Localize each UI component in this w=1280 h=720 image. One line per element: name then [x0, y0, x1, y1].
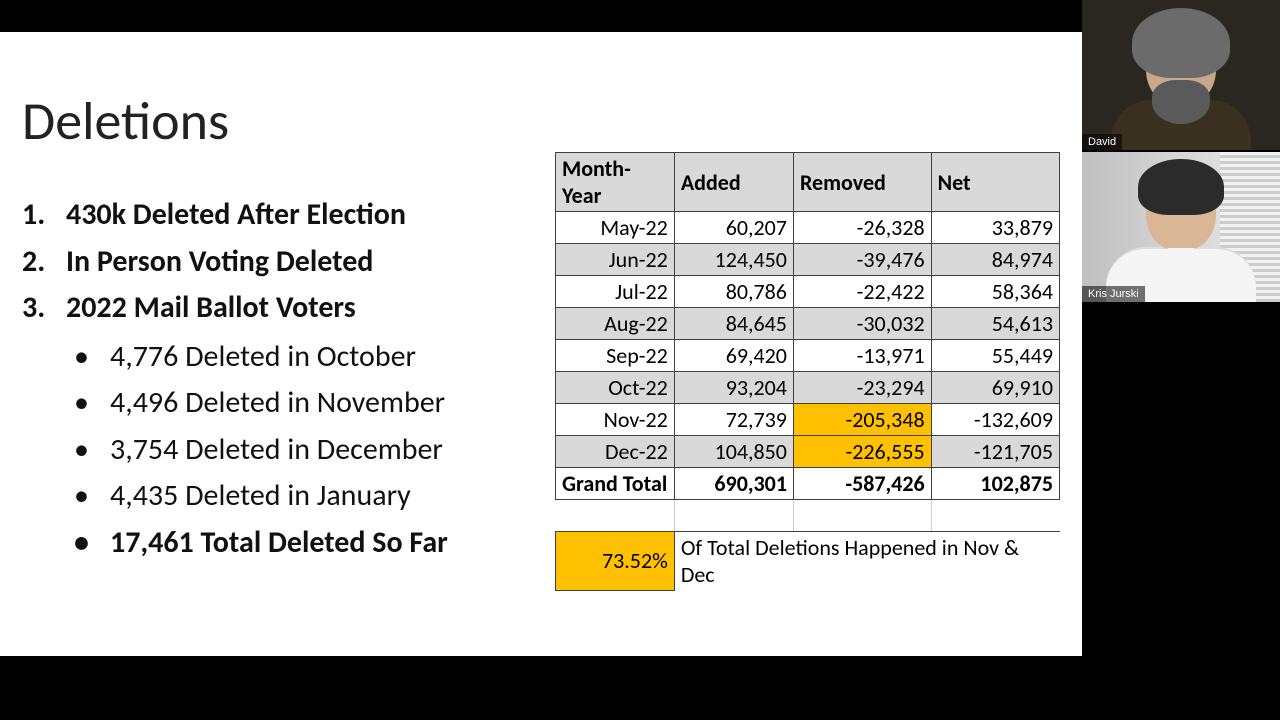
cell-added: 60,207 [674, 212, 793, 244]
participant-name-label: Kris Jurski [1082, 286, 1145, 302]
table-row: Jul-2280,786-22,42258,364 [556, 276, 1060, 308]
cell-added: 124,450 [674, 244, 793, 276]
col-header: Net [931, 153, 1059, 212]
cell-added: 93,204 [674, 372, 793, 404]
table-total-row: Grand Total690,301-587,426102,875 [556, 468, 1060, 500]
sub-list-item: 4,496 Deleted in November [22, 380, 555, 427]
cell-month: Nov-22 [556, 404, 675, 436]
sub-list-item: 4,435 Deleted in January [22, 473, 555, 520]
slide-content: 430k Deleted After Election In Person Vo… [22, 192, 1060, 591]
cell-removed: -39,476 [793, 244, 931, 276]
participant-video-kris[interactable]: Kris Jurski [1082, 152, 1280, 302]
list-item: 430k Deleted After Election [22, 192, 555, 239]
footnote-text: Of Total Deletions Happened in Nov & Dec [674, 532, 1059, 591]
cell-total-net: 102,875 [931, 468, 1059, 500]
person-silhouette [1111, 26, 1251, 150]
person-silhouette [1106, 171, 1256, 302]
cell-month: May-22 [556, 212, 675, 244]
table-row: May-2260,207-26,32833,879 [556, 212, 1060, 244]
cell-removed: -22,422 [793, 276, 931, 308]
cell-removed: -226,555 [793, 436, 931, 468]
cell-removed: -26,328 [793, 212, 931, 244]
cell-removed: -30,032 [793, 308, 931, 340]
table-row: Jun-22124,450-39,47684,974 [556, 244, 1060, 276]
deletions-table: Month-Year Added Removed Net May-2260,20… [555, 152, 1060, 591]
cell-net: 84,974 [931, 244, 1059, 276]
cell-month: Jun-22 [556, 244, 675, 276]
cell-month: Jul-22 [556, 276, 675, 308]
table-row: Nov-2272,739-205,348-132,609 [556, 404, 1060, 436]
cell-net: -121,705 [931, 436, 1059, 468]
cell-added: 69,420 [674, 340, 793, 372]
cell-total-added: 690,301 [674, 468, 793, 500]
cell-net: 69,910 [931, 372, 1059, 404]
table-footnote-row: 73.52%Of Total Deletions Happened in Nov… [556, 532, 1060, 591]
table-column: Month-Year Added Removed Net May-2260,20… [555, 192, 1060, 591]
col-header: Removed [793, 153, 931, 212]
table-header-row: Month-Year Added Removed Net [556, 153, 1060, 212]
presentation-slide: Deletions 430k Deleted After Election In… [0, 32, 1082, 656]
video-call-stage: Deletions 430k Deleted After Election In… [0, 0, 1280, 720]
cell-month: Oct-22 [556, 372, 675, 404]
cell-net: 58,364 [931, 276, 1059, 308]
bullet-column: 430k Deleted After Election In Person Vo… [22, 192, 555, 591]
participant-name-label: David [1082, 134, 1122, 150]
cell-month: Sep-22 [556, 340, 675, 372]
cell-removed: -13,971 [793, 340, 931, 372]
cell-added: 84,645 [674, 308, 793, 340]
cell-removed: -205,348 [793, 404, 931, 436]
table-row: Dec-22104,850-226,555-121,705 [556, 436, 1060, 468]
table-row: Sep-2269,420-13,97155,449 [556, 340, 1060, 372]
list-item: In Person Voting Deleted [22, 239, 555, 286]
sub-bullet-list: 4,776 Deleted in October 4,496 Deleted i… [22, 334, 555, 567]
cell-total-removed: -587,426 [793, 468, 931, 500]
cell-added: 104,850 [674, 436, 793, 468]
cell-added: 72,739 [674, 404, 793, 436]
slide-title: Deletions [22, 88, 1060, 154]
cell-month: Aug-22 [556, 308, 675, 340]
sub-list-item: 4,776 Deleted in October [22, 334, 555, 381]
table-body: May-2260,207-26,32833,879Jun-22124,450-3… [556, 212, 1060, 591]
cell-net: 55,449 [931, 340, 1059, 372]
cell-net: 54,613 [931, 308, 1059, 340]
cell-month: Dec-22 [556, 436, 675, 468]
col-header: Added [674, 153, 793, 212]
cell-added: 80,786 [674, 276, 793, 308]
table-row: Oct-2293,204-23,29469,910 [556, 372, 1060, 404]
sub-list-item: 3,754 Deleted in December [22, 427, 555, 474]
cell-net: -132,609 [931, 404, 1059, 436]
col-header: Month-Year [556, 153, 675, 212]
cell-removed: -23,294 [793, 372, 931, 404]
footnote-pct: 73.52% [556, 532, 675, 591]
table-blank-row [556, 500, 1060, 532]
sub-list-item-total: 17,461 Total Deleted So Far [22, 520, 555, 567]
list-item: 2022 Mail Ballot Voters [22, 285, 555, 332]
cell-total-label: Grand Total [556, 468, 675, 500]
cell-net: 33,879 [931, 212, 1059, 244]
participant-video-david[interactable]: David [1082, 0, 1280, 150]
numbered-list: 430k Deleted After Election In Person Vo… [22, 192, 555, 332]
table-row: Aug-2284,645-30,03254,613 [556, 308, 1060, 340]
